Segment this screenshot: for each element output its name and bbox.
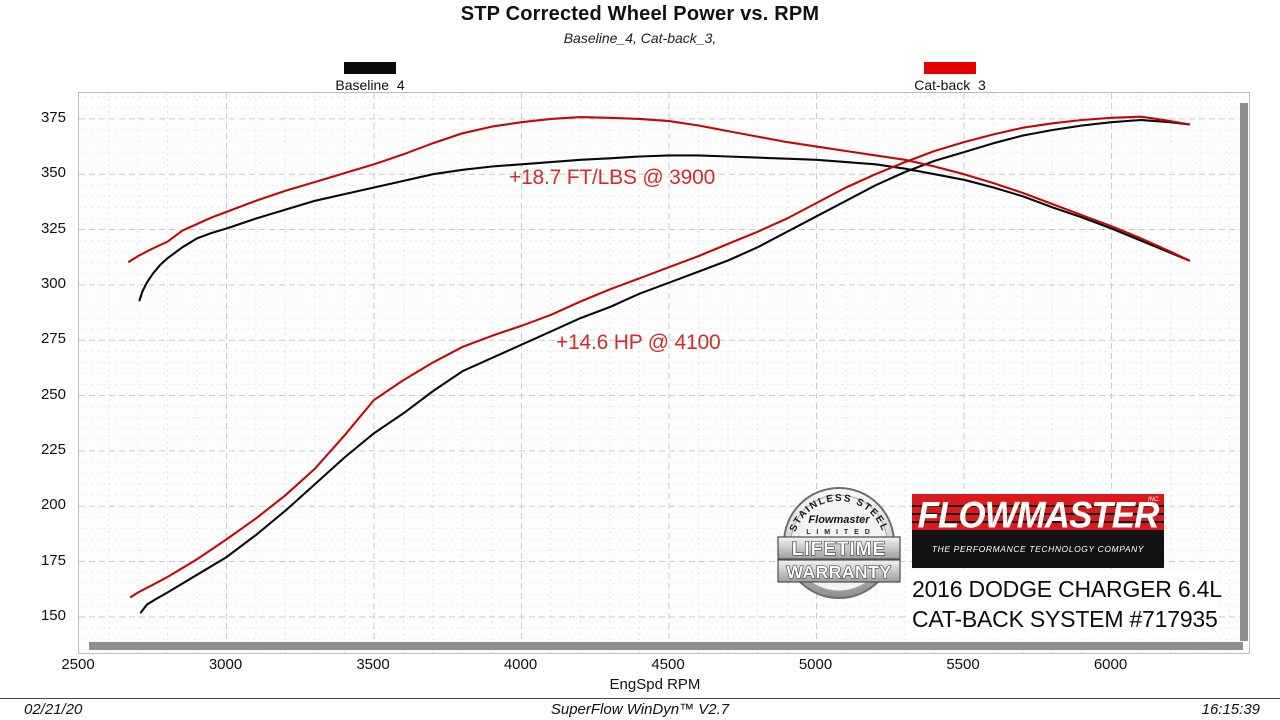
y-tick-label: 300 xyxy=(40,274,66,292)
x-tick-label: 4000 xyxy=(503,656,538,673)
y-tick-label: 375 xyxy=(40,108,66,126)
flowmaster-tagline: THE PERFORMANCE TECHNOLOGY COMPANY xyxy=(931,544,1145,554)
legend-item-catback: Cat-back_3 xyxy=(890,62,1010,93)
gain-annotation: +14.6 HP @ 4100 xyxy=(556,331,721,354)
badge-band-warranty xyxy=(777,559,901,583)
y-tick-label: 250 xyxy=(40,385,66,403)
x-tick-label: 6000 xyxy=(1093,656,1128,673)
footer-date: 02/21/20 xyxy=(24,701,83,718)
vehicle-text-background xyxy=(906,571,1216,639)
badge-limited-text: L I M I T E D xyxy=(806,529,872,536)
range-bar-horizontal[interactable] xyxy=(89,642,1243,650)
badge-lifetime-text: LIFETIME xyxy=(792,539,887,560)
legend-swatch-baseline xyxy=(344,62,396,74)
y-tick-label: 275 xyxy=(40,330,66,348)
x-tick-label: 3500 xyxy=(356,656,390,673)
flowmaster-pinstripe xyxy=(912,513,1164,515)
lifetime-warranty-badge: STAINLESS STEEL Flowmaster L I M I T E D… xyxy=(777,487,901,599)
footer-app-name: SuperFlow WinDyn™ V2.7 xyxy=(550,701,730,718)
vehicle-model-text: 2016 DODGE CHARGER 6.4L xyxy=(912,576,1222,602)
legend-swatch-catback xyxy=(924,62,976,74)
y-tick-label: 325 xyxy=(40,219,66,237)
badge-warranty-text: WARRANTY xyxy=(786,562,891,582)
legend-label-baseline: Baseline_4 xyxy=(335,77,405,93)
legend-label-catback: Cat-back_3 xyxy=(914,77,986,93)
y-tick-label: 350 xyxy=(40,164,66,182)
footer-divider xyxy=(0,698,1280,699)
footer-time: 16:15:39 xyxy=(1201,701,1260,718)
y-tick-label: 200 xyxy=(40,496,66,514)
flowmaster-pinstripe xyxy=(912,505,1164,507)
flowmaster-red-band xyxy=(912,494,1164,530)
badge-band-lifetime xyxy=(777,536,901,560)
x-tick-label: 5500 xyxy=(946,656,980,673)
x-tick-label: 3000 xyxy=(208,656,243,673)
x-tick-label: 5000 xyxy=(798,656,833,673)
curve-cat-back-3-power-hp- xyxy=(129,115,1191,599)
x-axis-title: EngSpd RPM xyxy=(609,676,701,693)
page-title: STP Corrected Wheel Power vs. RPM xyxy=(460,3,820,25)
y-tick-label: 150 xyxy=(40,606,66,624)
y-tick-label: 225 xyxy=(40,440,66,458)
flowmaster-logo: INC. FLOWMASTER THE PERFORMANCE TECHNOLO… xyxy=(912,494,1164,568)
vehicle-system-text: CAT-BACK SYSTEM #717935 xyxy=(912,606,1218,632)
curve-cat-back-3-torque-ft-lbs- xyxy=(128,116,1191,263)
curve-baseline-4-torque-ft-lbs- xyxy=(138,154,1191,302)
legend-item-baseline: Baseline_4 xyxy=(310,62,430,93)
flowmaster-inc-text: INC. xyxy=(1148,497,1160,503)
chart-subtitle: Baseline_4, Cat-back_3, xyxy=(563,30,717,46)
flowmaster-pinstripe xyxy=(912,521,1164,523)
plot-area xyxy=(78,92,1250,654)
x-tick-label: 4500 xyxy=(651,656,685,673)
dyno-curves-canvas xyxy=(79,93,1249,653)
range-bar-vertical[interactable] xyxy=(1240,103,1248,641)
badge-brand-script: Flowmaster xyxy=(808,514,870,526)
flowmaster-wordmark: FLOWMASTER xyxy=(917,495,1160,536)
gain-annotation: +18.7 FT/LBS @ 3900 xyxy=(509,166,716,189)
y-tick-label: 175 xyxy=(40,551,66,569)
curve-baseline-4-power-hp- xyxy=(139,118,1191,614)
x-tick-label: 2500 xyxy=(61,656,95,673)
